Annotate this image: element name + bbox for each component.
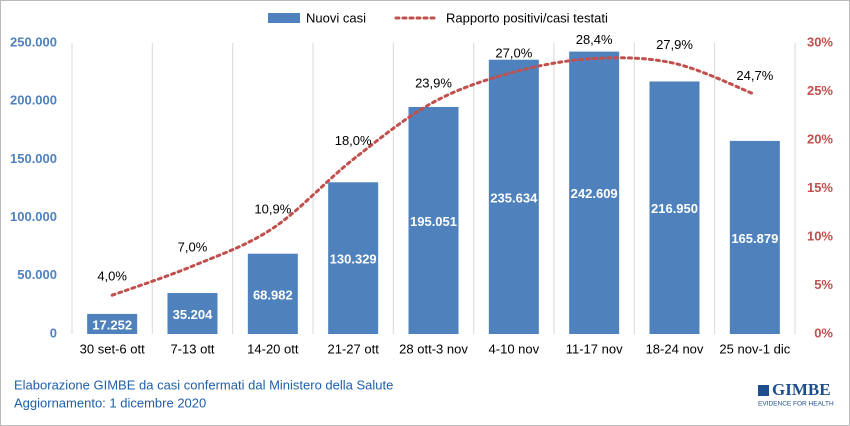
x-tick-label: 25 nov-1 dic <box>719 341 790 356</box>
line-value-label: 18,0% <box>335 133 372 148</box>
logo: GIMBE EVIDENCE FOR HEALTH <box>758 380 834 408</box>
x-tick-label: 18-24 nov <box>646 341 704 356</box>
y-tick-label: 200.000 <box>10 93 57 108</box>
y-tick-label: 50.000 <box>17 267 57 282</box>
line-value-label: 23,9% <box>415 76 452 91</box>
logo-icon <box>758 385 769 396</box>
x-tick-label: 11-17 nov <box>566 341 623 356</box>
footer-line: Aggiornamento: 1 dicembre 2020 <box>14 395 206 410</box>
line-value-label: 7,0% <box>178 240 208 255</box>
line-value-label: 10,9% <box>254 202 291 217</box>
legend-swatch <box>268 13 300 23</box>
y2-tick-label: 30% <box>807 34 833 49</box>
logo-tagline: EVIDENCE FOR HEALTH <box>758 401 834 408</box>
bar-value-label: 17.252 <box>92 317 132 332</box>
x-tick-label: 4-10 nov <box>489 341 540 356</box>
x-tick-label: 21-27 ott <box>328 341 380 356</box>
bar-value-label: 195.051 <box>410 214 457 229</box>
bar <box>569 51 620 335</box>
bar <box>87 313 138 334</box>
bar-value-label: 68.982 <box>253 287 293 302</box>
x-tick-label: 28 ott-3 nov <box>399 341 468 356</box>
bar <box>488 59 539 335</box>
bar-value-label: 35.204 <box>173 307 214 322</box>
y-tick-label: 250.000 <box>10 34 57 49</box>
y2-tick-label: 5% <box>814 277 833 292</box>
logo-name: GIMBE <box>772 380 831 399</box>
bar <box>328 182 379 334</box>
line-value-label: 4,0% <box>97 269 127 284</box>
line-value-label: 27,0% <box>495 46 532 61</box>
bar <box>247 253 298 334</box>
bar-value-label: 216.950 <box>651 201 698 216</box>
x-tick-label: 30 set-6 ott <box>80 341 145 356</box>
y2-tick-label: 15% <box>807 180 833 195</box>
bar <box>408 106 459 334</box>
bar <box>167 293 218 334</box>
bar-value-label: 130.329 <box>330 252 377 267</box>
line-value-label: 27,9% <box>656 37 693 52</box>
line-value-label: 24,7% <box>736 68 773 83</box>
y-tick-label: 0 <box>50 325 57 340</box>
x-tick-label: 14-20 ott <box>247 341 299 356</box>
bar-value-label: 165.879 <box>731 231 778 246</box>
y2-tick-label: 20% <box>807 131 833 146</box>
y-tick-label: 150.000 <box>10 151 57 166</box>
bar-value-label: 242.609 <box>571 186 618 201</box>
footer-line: Elaborazione GIMBE da casi confermati da… <box>14 377 393 392</box>
legend-label: Rapporto positivi/casi testati <box>446 10 608 25</box>
bar <box>729 140 780 334</box>
legend-label: Nuovi casi <box>306 10 366 25</box>
y2-tick-label: 0% <box>814 325 833 340</box>
line <box>110 56 757 297</box>
y2-tick-label: 25% <box>807 83 833 98</box>
bar <box>649 81 700 334</box>
y2-tick-label: 10% <box>807 228 833 243</box>
x-tick-label: 7-13 ott <box>170 341 214 356</box>
bar-value-label: 235.634 <box>490 190 538 205</box>
line-value-label: 28,4% <box>576 32 613 47</box>
y-tick-label: 100.000 <box>10 209 57 224</box>
